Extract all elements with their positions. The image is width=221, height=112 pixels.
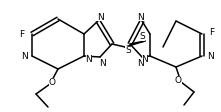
Text: N: N — [21, 52, 27, 61]
Text: N: N — [137, 58, 143, 67]
Text: N: N — [86, 55, 92, 64]
Text: O: O — [48, 78, 55, 87]
Text: O: O — [175, 76, 181, 85]
Text: F: F — [210, 28, 215, 37]
Text: N: N — [99, 58, 105, 67]
Text: N: N — [207, 52, 213, 61]
Text: N: N — [142, 55, 148, 64]
Text: N: N — [97, 12, 103, 21]
Text: S: S — [139, 32, 145, 41]
Text: N: N — [137, 12, 143, 21]
Text: F: F — [19, 30, 25, 39]
Text: S: S — [125, 46, 131, 55]
